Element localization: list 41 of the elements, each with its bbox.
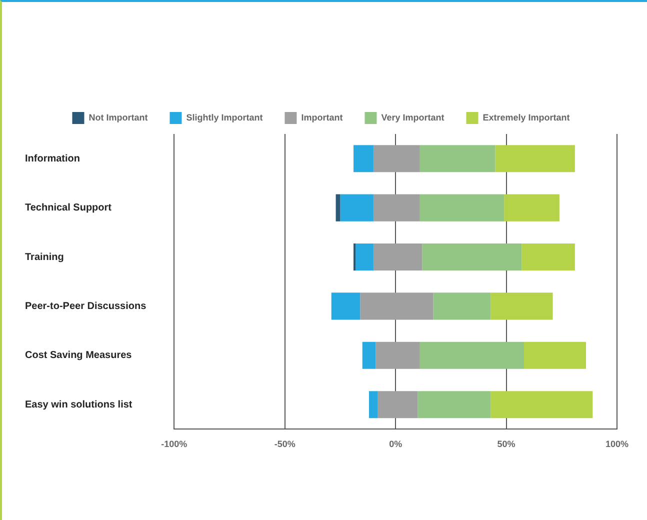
- y-tick-label: Technical Support: [25, 202, 112, 214]
- bar: [369, 391, 378, 418]
- x-tick-label: -100%: [161, 439, 188, 450]
- bar: [420, 145, 496, 172]
- bar: [420, 194, 504, 222]
- y-tick-label: Cost Saving Measures: [25, 350, 132, 362]
- bar: [362, 342, 376, 369]
- bar: [336, 194, 340, 222]
- x-tick-label: 50%: [497, 439, 516, 450]
- x-tick-label: -50%: [274, 439, 296, 450]
- bar: [376, 342, 420, 369]
- bar: [522, 243, 575, 271]
- legend-label: Very Important: [381, 112, 444, 122]
- y-tick-label: Information: [25, 153, 80, 164]
- bar: [331, 292, 360, 320]
- bar: [373, 194, 420, 222]
- bar: [495, 145, 575, 172]
- bar: [524, 342, 586, 369]
- bar: [373, 145, 420, 172]
- bar: [340, 194, 374, 222]
- x-tick-label: 100%: [605, 439, 629, 450]
- legend-label: Not Important: [88, 112, 148, 122]
- bar: [420, 342, 524, 369]
- y-tick-label: Peer-to-Peer Discussions: [25, 300, 147, 312]
- bar: [433, 292, 491, 320]
- bar: [356, 243, 374, 271]
- bar: [504, 194, 560, 222]
- bar: [373, 243, 422, 271]
- legend-label: Extremely Important: [482, 112, 570, 122]
- bar: [360, 292, 434, 320]
- x-tick-label: 0%: [389, 439, 402, 450]
- y-tick-label: Training: [25, 252, 64, 263]
- legend-label: Slightly Important: [186, 112, 263, 122]
- y-tick-label: Easy win solutions list: [25, 399, 133, 410]
- bar: [378, 391, 418, 418]
- bar: [490, 292, 553, 320]
- bar: [490, 391, 593, 418]
- bar: [422, 243, 522, 271]
- bar: [354, 145, 374, 172]
- legend-label: Important: [301, 112, 343, 122]
- bar: [418, 391, 491, 418]
